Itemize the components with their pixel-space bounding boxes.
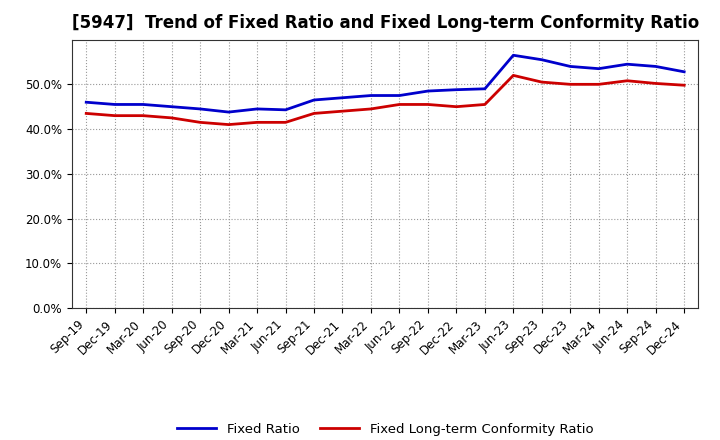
- Fixed Long-term Conformity Ratio: [423, 102, 432, 107]
- Fixed Long-term Conformity Ratio: [595, 82, 603, 87]
- Fixed Long-term Conformity Ratio: [82, 111, 91, 116]
- Fixed Ratio: [566, 64, 575, 69]
- Fixed Long-term Conformity Ratio: [537, 80, 546, 85]
- Fixed Long-term Conformity Ratio: [566, 82, 575, 87]
- Fixed Ratio: [366, 93, 375, 98]
- Fixed Long-term Conformity Ratio: [338, 109, 347, 114]
- Fixed Long-term Conformity Ratio: [167, 115, 176, 121]
- Fixed Long-term Conformity Ratio: [509, 73, 518, 78]
- Fixed Ratio: [423, 88, 432, 94]
- Fixed Ratio: [82, 99, 91, 105]
- Fixed Ratio: [310, 97, 318, 103]
- Fixed Ratio: [537, 57, 546, 62]
- Fixed Ratio: [196, 106, 204, 112]
- Fixed Ratio: [652, 64, 660, 69]
- Fixed Ratio: [338, 95, 347, 100]
- Fixed Long-term Conformity Ratio: [652, 81, 660, 86]
- Fixed Ratio: [282, 107, 290, 113]
- Fixed Ratio: [253, 106, 261, 112]
- Fixed Long-term Conformity Ratio: [253, 120, 261, 125]
- Fixed Long-term Conformity Ratio: [110, 113, 119, 118]
- Fixed Long-term Conformity Ratio: [395, 102, 404, 107]
- Fixed Ratio: [452, 87, 461, 92]
- Fixed Ratio: [167, 104, 176, 109]
- Fixed Ratio: [623, 62, 631, 67]
- Fixed Ratio: [595, 66, 603, 71]
- Fixed Long-term Conformity Ratio: [282, 120, 290, 125]
- Fixed Ratio: [110, 102, 119, 107]
- Legend: Fixed Ratio, Fixed Long-term Conformity Ratio: Fixed Ratio, Fixed Long-term Conformity …: [171, 418, 599, 440]
- Fixed Ratio: [225, 110, 233, 115]
- Fixed Long-term Conformity Ratio: [225, 122, 233, 127]
- Fixed Long-term Conformity Ratio: [480, 102, 489, 107]
- Fixed Long-term Conformity Ratio: [452, 104, 461, 109]
- Fixed Ratio: [509, 53, 518, 58]
- Fixed Long-term Conformity Ratio: [680, 83, 688, 88]
- Fixed Long-term Conformity Ratio: [366, 106, 375, 112]
- Title: [5947]  Trend of Fixed Ratio and Fixed Long-term Conformity Ratio: [5947] Trend of Fixed Ratio and Fixed Lo…: [71, 15, 699, 33]
- Line: Fixed Ratio: Fixed Ratio: [86, 55, 684, 112]
- Fixed Ratio: [139, 102, 148, 107]
- Fixed Long-term Conformity Ratio: [196, 120, 204, 125]
- Fixed Ratio: [395, 93, 404, 98]
- Fixed Long-term Conformity Ratio: [310, 111, 318, 116]
- Fixed Ratio: [680, 69, 688, 74]
- Line: Fixed Long-term Conformity Ratio: Fixed Long-term Conformity Ratio: [86, 75, 684, 125]
- Fixed Long-term Conformity Ratio: [139, 113, 148, 118]
- Fixed Long-term Conformity Ratio: [623, 78, 631, 84]
- Fixed Ratio: [480, 86, 489, 92]
